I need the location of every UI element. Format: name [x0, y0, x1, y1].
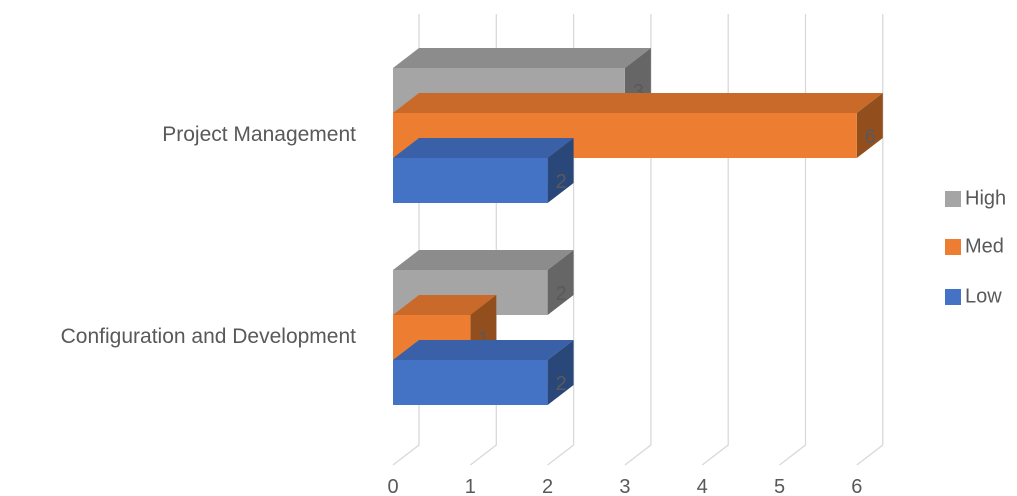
gridline-4: [701, 14, 729, 466]
gridline-6: [856, 14, 884, 466]
gridline-5: [779, 14, 807, 466]
category-label: Configuration and Development: [61, 325, 357, 348]
bars: 3 6 2 2 1 2: [393, 48, 883, 405]
data-label-low-0: 2: [556, 171, 567, 193]
x-tick-label: 4: [697, 476, 708, 496]
category-label: Project Management: [162, 123, 356, 146]
legend-label: Med: [965, 235, 1004, 257]
data-label-med-0: 6: [865, 126, 876, 148]
legend-label: Low: [965, 285, 1002, 307]
bar-low-0: [393, 138, 574, 203]
legend-label: High: [965, 187, 1006, 209]
legend-swatch: [945, 289, 961, 305]
legend-item-high: High: [945, 187, 1006, 209]
data-label-high-0: 3: [633, 81, 644, 103]
legend-item-med: Med: [945, 235, 1004, 257]
x-tick-label: 3: [619, 476, 630, 496]
x-tick-label: 1: [465, 476, 476, 496]
x-tick-label: 6: [851, 476, 862, 496]
legend-swatch: [945, 239, 961, 255]
x-tick-label: 2: [542, 476, 553, 496]
data-label-med-1: 1: [478, 328, 489, 350]
legend-item-low: Low: [945, 285, 1002, 307]
legend: High Med Low: [945, 187, 1006, 307]
x-axis-ticks: 0 1 2 3 4 5 6: [387, 476, 862, 496]
bar-low-1: [393, 340, 574, 405]
x-tick-label: 5: [774, 476, 785, 496]
data-label-low-1: 2: [556, 373, 567, 395]
data-label-high-1: 2: [556, 283, 567, 305]
x-tick-label: 0: [387, 476, 398, 496]
legend-swatch: [945, 191, 961, 207]
category-labels: Project Management Configuration and Deve…: [61, 123, 357, 348]
